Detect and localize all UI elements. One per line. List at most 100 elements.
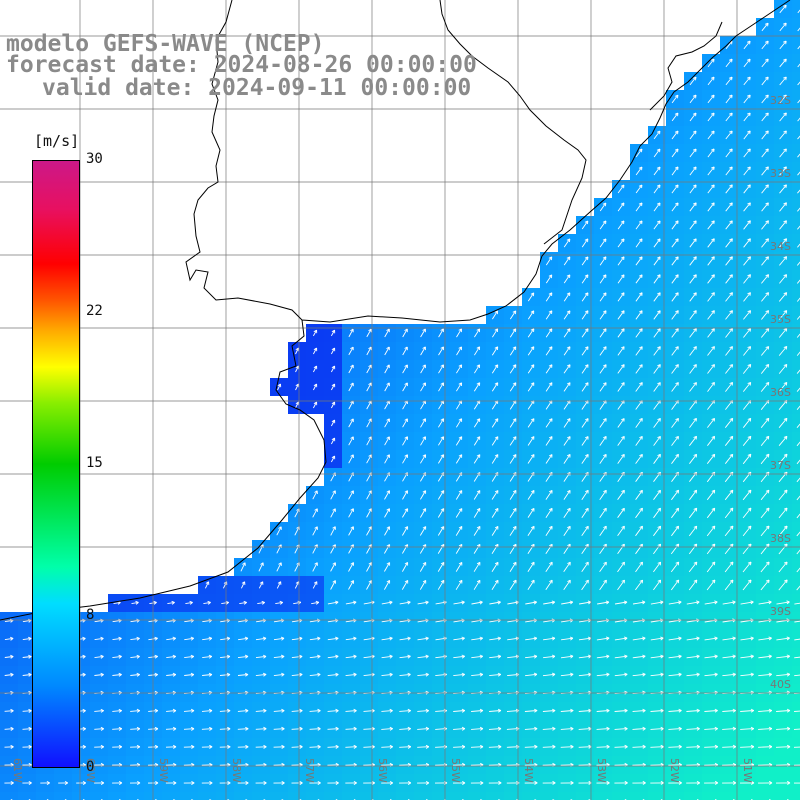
wind-cell (792, 540, 800, 558)
arrow-icon (399, 600, 411, 605)
arrow-icon (778, 381, 788, 392)
arrow-icon (614, 600, 628, 605)
arrow-icon (456, 418, 463, 428)
arrow-icon (778, 489, 788, 501)
arrow-icon (653, 417, 661, 428)
arrow-icon (399, 654, 411, 659)
wind-cell (378, 792, 396, 800)
arrow-icon (560, 654, 574, 659)
arrow-icon (509, 418, 517, 428)
arrow-icon (635, 166, 643, 176)
arrow-icon (491, 579, 499, 590)
longitude-label: 59W (157, 758, 170, 783)
arrow-icon (689, 417, 697, 428)
arrow-icon (794, 674, 800, 677)
arrow-icon (381, 708, 393, 713)
arrow-icon (491, 382, 499, 392)
arrow-icon (366, 418, 372, 428)
arrow-icon (632, 636, 646, 641)
arrow-icon (707, 166, 715, 176)
arrow-icon (653, 256, 661, 266)
wind-cell (252, 792, 270, 800)
arrow-icon (689, 328, 697, 338)
wind-cell (54, 792, 72, 800)
wind-cell (792, 72, 800, 90)
arrow-icon (743, 346, 752, 356)
arrow-icon (671, 274, 679, 284)
latitude-label: 37S (770, 459, 791, 472)
arrow-icon (489, 636, 501, 641)
arrow-icon (704, 636, 718, 641)
arrow-icon (201, 781, 213, 785)
arrow-icon (348, 436, 354, 446)
arrow-icon (453, 672, 465, 677)
arrow-icon (420, 418, 426, 428)
wind-cell (0, 792, 18, 800)
arrow-icon (599, 346, 607, 356)
arrow-icon (402, 562, 409, 572)
arrow-icon (758, 600, 772, 605)
longitude-label: 51W (741, 758, 754, 783)
arrow-icon (707, 130, 715, 140)
arrow-icon (689, 112, 697, 122)
latitude-label: 35S (770, 313, 791, 326)
arrow-icon (689, 184, 697, 194)
arrow-icon (455, 454, 463, 464)
arrow-icon (743, 40, 751, 50)
arrow-icon (491, 508, 499, 518)
arrow-icon (653, 238, 661, 248)
arrow-icon (761, 292, 770, 302)
arrow-icon (599, 561, 607, 573)
arrow-icon (686, 780, 701, 785)
arrow-icon (617, 310, 625, 320)
arrow-icon (776, 726, 791, 731)
arrow-icon (614, 726, 628, 731)
arrow-icon (327, 708, 339, 713)
arrow-icon (599, 418, 607, 428)
arrow-icon (491, 346, 499, 356)
arrow-icon (757, 780, 773, 785)
wind-cell (792, 306, 800, 324)
arrow-icon (722, 780, 737, 785)
arrow-icon (527, 525, 535, 536)
arrow-icon (545, 382, 553, 392)
wind-cell (270, 792, 288, 800)
arrow-icon (345, 726, 357, 731)
arrow-icon (776, 654, 790, 659)
arrow-icon (417, 654, 429, 659)
valid-date: valid date: 2024-09-11 00:00:00 (42, 75, 472, 101)
arrow-icon (725, 238, 733, 248)
arrow-icon (542, 780, 556, 785)
arrow-icon (239, 600, 247, 605)
arrow-icon (438, 364, 444, 374)
arrow-icon (543, 636, 556, 641)
wind-cell (792, 792, 800, 800)
arrow-icon (617, 507, 625, 518)
arrow-icon (473, 561, 481, 572)
arrow-icon (348, 346, 354, 356)
arrow-icon (276, 581, 282, 589)
wind-cell (576, 792, 594, 800)
arrow-icon (742, 561, 752, 573)
arrow-icon (761, 220, 769, 230)
arrow-icon (671, 112, 679, 122)
arrow-icon (4, 672, 14, 677)
arrow-icon (527, 490, 535, 500)
wind-cell (18, 792, 36, 800)
arrow-icon (596, 780, 610, 785)
arrow-icon (545, 364, 553, 374)
arrow-icon (796, 549, 800, 555)
arrow-icon (491, 364, 499, 374)
arrow-icon (725, 94, 733, 104)
arrow-icon (273, 726, 285, 731)
arrow-icon (761, 22, 769, 32)
arrow-icon (796, 495, 800, 501)
wind-cell (792, 126, 800, 144)
arrow-icon (22, 744, 32, 749)
arrow-icon (776, 600, 790, 605)
wind-cell (792, 0, 800, 18)
arrow-icon (635, 489, 643, 500)
arrow-icon (758, 726, 773, 731)
arrow-icon (617, 579, 625, 591)
arrow-icon (331, 383, 336, 391)
